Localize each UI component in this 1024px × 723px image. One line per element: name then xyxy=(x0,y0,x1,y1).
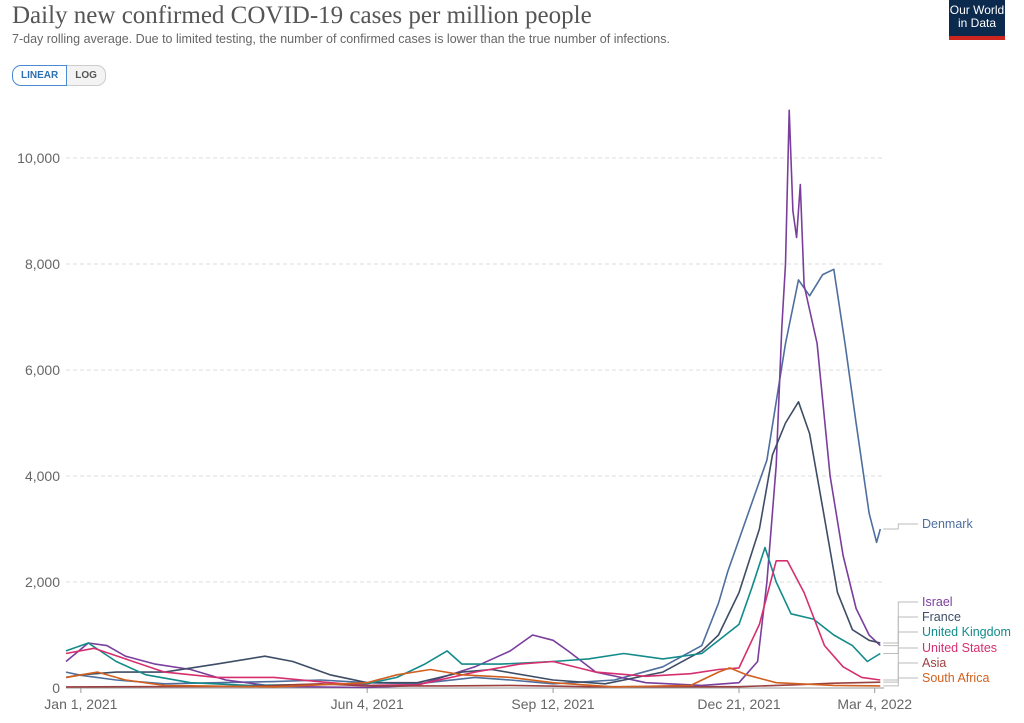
series-label: South Africa xyxy=(922,671,989,685)
label-leader-line xyxy=(883,601,918,647)
series-label: Asia xyxy=(922,656,946,670)
series-label: United States xyxy=(922,641,997,655)
y-tick-label: 10,000 xyxy=(17,150,60,166)
y-tick-label: 4,000 xyxy=(25,468,60,484)
logo-line-2: in Data xyxy=(957,16,997,30)
series-line xyxy=(65,560,881,687)
series-line xyxy=(65,401,881,685)
y-tick-label: 6,000 xyxy=(25,362,60,378)
logo-line-1: Our World xyxy=(949,3,1005,17)
label-leader-line xyxy=(883,662,918,683)
log-scale-button[interactable]: LOG xyxy=(67,65,106,86)
x-tick-label: Jan 1, 2021 xyxy=(44,696,117,712)
series-line xyxy=(65,109,881,689)
x-tick-label: Mar 4, 2022 xyxy=(837,696,912,712)
scale-toggle: LINEAR LOG xyxy=(12,65,106,86)
x-tick-label: Dec 21, 2021 xyxy=(697,696,780,712)
chart-subtitle: 7-day rolling average. Due to limited te… xyxy=(12,32,670,46)
series-label: Israel xyxy=(922,595,953,609)
y-gridlines xyxy=(66,157,884,689)
series-label: France xyxy=(922,610,961,624)
series-line xyxy=(65,667,881,688)
label-leader-line xyxy=(883,631,918,655)
x-tick-label: Jun 4, 2021 xyxy=(331,696,404,712)
y-tick-label: 2,000 xyxy=(25,574,60,590)
y-tick-label: 0 xyxy=(52,680,60,696)
series-label: United Kingdom xyxy=(922,625,1011,639)
owid-logo[interactable]: Our World in Data xyxy=(949,0,1005,40)
series-line xyxy=(65,268,882,685)
chart-title: Daily new confirmed COVID-19 cases per m… xyxy=(12,2,592,29)
linear-scale-button[interactable]: LINEAR xyxy=(12,65,68,86)
series-line xyxy=(65,546,881,687)
label-leader-line xyxy=(883,677,918,687)
x-axis-ticks: Jan 1, 2021 Jun 4, 2021 Sep 12, 2021 Dec 21… xyxy=(44,688,912,712)
x-tick-label: Sep 12, 2021 xyxy=(511,696,595,712)
series-lines xyxy=(65,109,882,689)
label-leader-line xyxy=(883,647,918,681)
label-leader-line xyxy=(883,523,918,530)
series-label: Denmark xyxy=(922,517,973,531)
label-leader-line xyxy=(883,616,918,644)
y-tick-label: 8,000 xyxy=(25,256,60,272)
y-axis-tick-labels: 0 2,000 4,000 6,000 8,000 10,000 xyxy=(17,150,60,696)
